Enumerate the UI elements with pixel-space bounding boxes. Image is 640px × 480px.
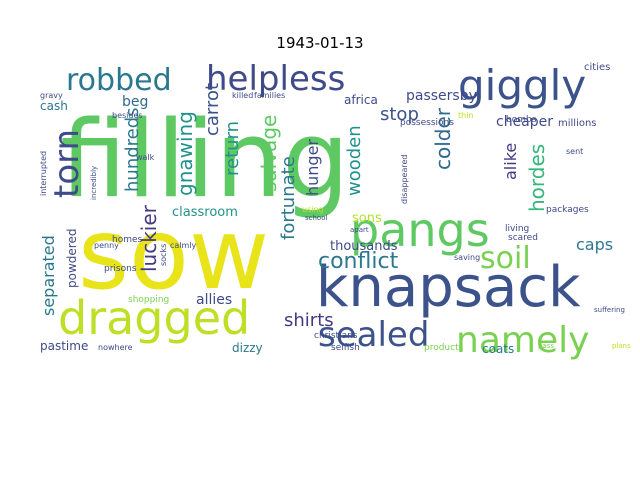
cloud-word: interrupted [39, 151, 48, 196]
cloud-word: knapsack [316, 255, 581, 320]
cloud-word: hunger [303, 139, 322, 196]
cloud-word: socks [159, 244, 168, 266]
cloud-word: dizzy [232, 341, 263, 355]
cloud-word: living [505, 224, 529, 234]
cloud-word: powdered [65, 229, 79, 288]
cloud-word: possessions [400, 118, 454, 128]
cloud-word: stop [380, 104, 419, 125]
cloud-word: helpless [206, 59, 345, 99]
cloud-word: shopping [128, 295, 169, 305]
cloud-word: families [254, 91, 285, 100]
cloud-word: christians [314, 331, 358, 341]
cloud-word: disappeared [400, 155, 409, 204]
cloud-word: sow [78, 198, 269, 312]
cloud-word: wooden [344, 125, 365, 196]
cloud-word: alike [501, 143, 520, 180]
chart-title: 1943-01-13 [276, 34, 364, 52]
cloud-word: walk [136, 153, 155, 162]
cloud-word: millions [558, 118, 597, 129]
cloud-word: dragged [58, 291, 250, 345]
cloud-word: scared [508, 233, 538, 243]
cloud-word: gnawing [173, 111, 197, 196]
cloud-word: products [424, 343, 464, 353]
cloud-word: suffering [594, 306, 625, 314]
cloud-word: giggly [458, 61, 586, 110]
cloud-word: sent [566, 147, 583, 156]
cloud-word: bombs [506, 115, 537, 125]
cloud-word: return [222, 121, 243, 176]
cloud-word: separated [39, 235, 58, 316]
cloud-word: torn [47, 129, 87, 198]
cloud-word: caps [576, 235, 613, 254]
cloud-word: robbed [66, 63, 172, 98]
cloud-word: colder [431, 107, 455, 170]
cloud-word: sealed [318, 315, 429, 355]
cloud-word: coats [482, 342, 514, 356]
cloud-word: incredibly [90, 166, 98, 200]
cloud-word: passersby [406, 88, 477, 104]
cloud-word: carrot [202, 83, 223, 136]
cloud-word: pass [538, 342, 554, 350]
cloud-word: thousands [330, 239, 398, 254]
cloud-word: sons [352, 211, 382, 226]
cloud-word: conflict [318, 249, 399, 274]
cloud-word: filling [60, 98, 350, 221]
cloud-word: salvage [257, 115, 281, 192]
cloud-word: selfish [331, 343, 360, 353]
cloud-word: besides [112, 111, 143, 120]
cloud-word: calmly [170, 241, 197, 250]
cloud-word: cheaper [496, 114, 553, 130]
cloud-word: apart [350, 226, 369, 234]
cloud-word: classroom [172, 205, 238, 220]
cloud-word: fortunate [278, 156, 299, 240]
cloud-word: shirts [284, 310, 334, 331]
cloud-word: africa [344, 93, 378, 107]
cloud-word: soil [480, 241, 531, 276]
cloud-word: luckier [137, 204, 161, 272]
cloud-word: using [302, 205, 324, 214]
cloud-word: allies [196, 292, 232, 308]
cloud-word: beg [122, 94, 148, 110]
cloud-word: namely [456, 320, 589, 361]
cloud-word: saving [454, 253, 480, 262]
cloud-word: pangs [350, 203, 490, 257]
cloud-word: hundreds [122, 107, 143, 192]
cloud-word: thin [458, 111, 474, 120]
cloud-word: homes [112, 235, 143, 245]
cloud-word: pastime [40, 339, 88, 353]
cloud-word: packages [546, 205, 589, 215]
cloud-word: plans [612, 342, 631, 350]
cloud-word: nowhere [98, 343, 133, 352]
cloud-word: cities [584, 62, 610, 73]
cloud-word: hordes [525, 144, 549, 212]
cloud-word: penny [94, 241, 119, 250]
cloud-word: killed [232, 91, 253, 100]
cloud-word: school [305, 214, 327, 222]
cloud-word: cash [40, 99, 68, 113]
cloud-word: gravy [40, 91, 63, 100]
cloud-word: prisons [104, 264, 137, 274]
